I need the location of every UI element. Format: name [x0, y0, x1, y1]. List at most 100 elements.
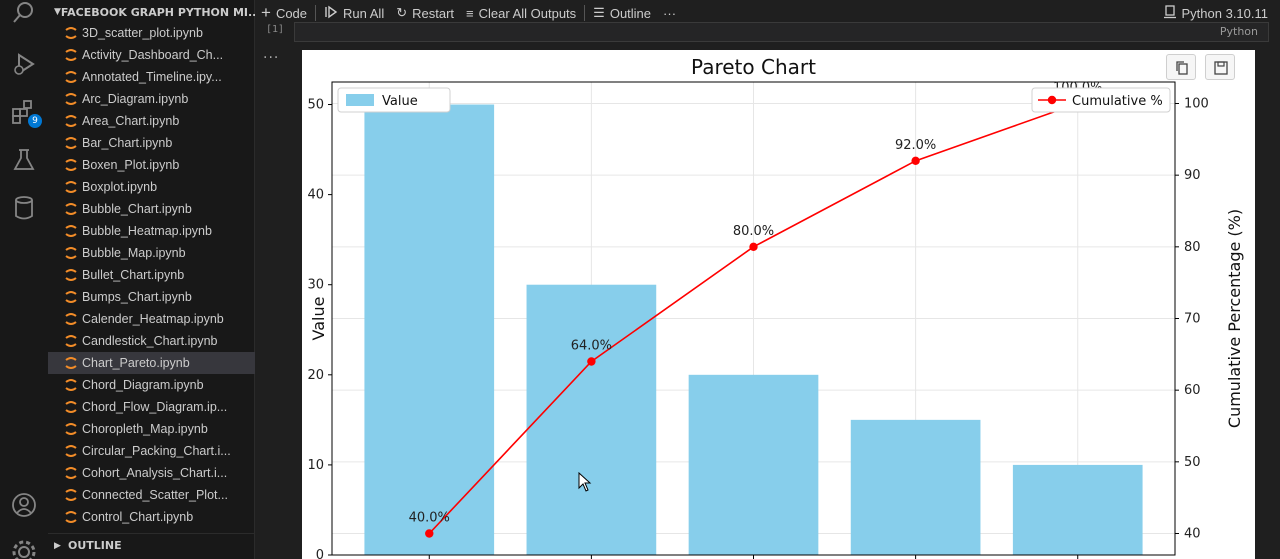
jupyter-notebook-icon — [65, 269, 77, 281]
jupyter-notebook-icon — [65, 225, 77, 237]
flask-icon[interactable] — [10, 146, 38, 174]
outline-section-header[interactable]: ▶ OUTLINE — [48, 533, 255, 557]
toolbar-divider — [584, 5, 586, 21]
bar — [688, 374, 819, 555]
restart-icon: ↻ — [396, 5, 408, 20]
file-item[interactable]: Cohort_Analysis_Chart.i... — [48, 462, 255, 484]
pareto-chart: 0 10 20 30 40 50 40 50 60 70 80 90 100 40.0% 64.0% 80.0… — [307, 55, 1244, 559]
cell-language-tag[interactable]: Python — [1219, 25, 1258, 38]
outline-list-icon: ☰ — [593, 5, 605, 20]
file-label: Chord_Diagram.ipynb — [82, 378, 204, 392]
file-item[interactable]: Bubble_Map.ipynb — [48, 242, 255, 264]
explorer-folder-header[interactable]: ▼ FACEBOOK GRAPH PYTHON MI... — [48, 0, 255, 24]
legend-right-box — [1031, 87, 1171, 113]
file-item[interactable]: Choropleth_Map.ipynb — [48, 418, 255, 440]
copy-output-button[interactable] — [1166, 54, 1196, 80]
file-item[interactable]: Chord_Flow_Diagram.ip... — [48, 396, 255, 418]
jupyter-notebook-icon — [65, 115, 77, 127]
y-tick-label: 20 — [307, 368, 324, 383]
cumulative-data-label: 80.0% — [733, 224, 774, 239]
code-cell-editor[interactable]: Python — [294, 22, 1269, 42]
file-item[interactable]: Bumps_Chart.ipynb — [48, 286, 255, 308]
file-item[interactable]: Bullet_Chart.ipynb — [48, 264, 255, 286]
cumulative-data-label: 64.0% — [571, 339, 612, 354]
file-item[interactable]: Annotated_Timeline.ipy... — [48, 66, 255, 88]
save-icon — [1214, 61, 1228, 75]
add-code-label: Code — [275, 5, 308, 21]
file-item[interactable]: Activity_Dashboard_Ch... — [48, 44, 255, 66]
account-icon[interactable] — [10, 491, 38, 519]
file-label: Connected_Scatter_Plot... — [82, 488, 228, 502]
execution-count: [1] — [266, 24, 285, 35]
search-icon[interactable] — [10, 0, 38, 28]
file-label: Chart_Pareto.ipynb — [82, 356, 190, 370]
extensions-icon[interactable]: 9 — [10, 98, 42, 128]
file-label: Boxplot.ipynb — [82, 180, 158, 194]
y-axis-label: Value — [309, 297, 328, 341]
run-all-icon — [324, 5, 338, 22]
restart-button[interactable]: ↻ Restart — [390, 2, 460, 24]
file-item[interactable]: Chord_Diagram.ipynb — [48, 374, 255, 396]
file-item[interactable]: Arc_Diagram.ipynb — [48, 88, 255, 110]
copy-icon — [1176, 61, 1188, 75]
jupyter-notebook-icon — [65, 291, 77, 303]
jupyter-notebook-icon — [65, 71, 77, 83]
y-tick-label: 50 — [307, 98, 324, 113]
y-tick-label: 0 — [316, 548, 324, 559]
file-label: Boxen_Plot.ipynb — [82, 158, 180, 172]
output-more-actions[interactable]: ··· — [263, 50, 280, 66]
settings-gear-icon[interactable] — [10, 538, 38, 559]
file-item[interactable]: 3D_scatter_plot.ipynb — [48, 22, 255, 44]
file-label: Bullet_Chart.ipynb — [82, 268, 185, 282]
bar — [526, 284, 657, 555]
file-item[interactable]: Bubble_Chart.ipynb — [48, 198, 255, 220]
jupyter-notebook-icon — [65, 203, 77, 215]
y2-tick-label: 60 — [1184, 383, 1201, 398]
run-debug-icon[interactable] — [10, 50, 38, 78]
chart-title: Pareto Chart — [691, 55, 816, 79]
file-label: Annotated_Timeline.ipy... — [82, 70, 222, 84]
file-item[interactable]: Circular_Packing_Chart.i... — [48, 440, 255, 462]
file-label: Bubble_Chart.ipynb — [82, 202, 192, 216]
cumulative-data-label: 40.0% — [409, 511, 450, 526]
cumulative-point — [911, 156, 920, 166]
file-label: Choropleth_Map.ipynb — [82, 422, 208, 436]
mouse-pointer-icon — [578, 472, 592, 492]
add-code-cell-button[interactable]: + Code — [255, 2, 313, 24]
database-icon[interactable] — [10, 194, 38, 222]
more-actions-button[interactable]: ··· — [657, 2, 682, 24]
run-all-label: Run All — [343, 5, 385, 21]
file-item[interactable]: Bubble_Heatmap.ipynb — [48, 220, 255, 242]
save-output-button[interactable] — [1205, 54, 1235, 80]
file-item[interactable]: Bar_Chart.ipynb — [48, 132, 255, 154]
y-tick-label: 30 — [307, 278, 324, 293]
jupyter-notebook-icon — [65, 181, 77, 193]
kernel-picker[interactable]: Python 3.10.11 — [1163, 0, 1268, 26]
file-item[interactable]: Control_Chart.ipynb — [48, 506, 255, 528]
file-item[interactable]: Chart_Pareto.ipynb — [48, 352, 255, 374]
bar — [364, 104, 495, 556]
file-label: Calender_Heatmap.ipynb — [82, 312, 224, 326]
file-item[interactable]: Candlestick_Chart.ipynb — [48, 330, 255, 352]
activity-bar: 9 — [0, 0, 48, 559]
run-all-button[interactable]: Run All — [318, 2, 390, 24]
y2-tick-label: 100 — [1184, 97, 1209, 112]
plus-icon: + — [261, 3, 271, 22]
legend-line-label: Cumulative % — [1072, 94, 1163, 109]
file-item[interactable]: Connected_Scatter_Plot... — [48, 484, 255, 506]
jupyter-notebook-icon — [65, 445, 77, 457]
clear-outputs-icon: ≡ — [466, 5, 474, 21]
file-item[interactable]: Boxplot.ipynb — [48, 176, 255, 198]
y-tick-label: 40 — [307, 188, 324, 203]
jupyter-notebook-icon — [65, 49, 77, 61]
y2-tick-label: 70 — [1184, 312, 1201, 327]
y2-axis-label: Cumulative Percentage (%) — [1225, 209, 1244, 428]
bar — [850, 419, 981, 555]
outline-button[interactable]: ☰ Outline — [587, 2, 657, 24]
jupyter-notebook-icon — [65, 137, 77, 149]
clear-all-outputs-button[interactable]: ≡ Clear All Outputs — [460, 2, 582, 24]
cumulative-point — [749, 242, 758, 252]
file-item[interactable]: Area_Chart.ipynb — [48, 110, 255, 132]
file-item[interactable]: Calender_Heatmap.ipynb — [48, 308, 255, 330]
file-item[interactable]: Boxen_Plot.ipynb — [48, 154, 255, 176]
